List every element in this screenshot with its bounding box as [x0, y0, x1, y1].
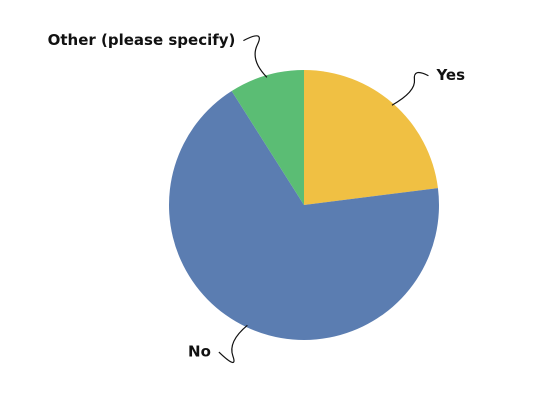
pie-slice — [231, 70, 304, 205]
leader-line — [391, 71, 429, 106]
leader-line — [243, 35, 268, 78]
pie-slice — [168, 91, 439, 340]
slice-label: No — [188, 343, 211, 361]
slice-label: Yes — [435, 66, 465, 84]
leader-line — [218, 324, 248, 363]
pie-slice — [304, 70, 438, 205]
slice-label: Other (please specify) — [48, 31, 236, 49]
